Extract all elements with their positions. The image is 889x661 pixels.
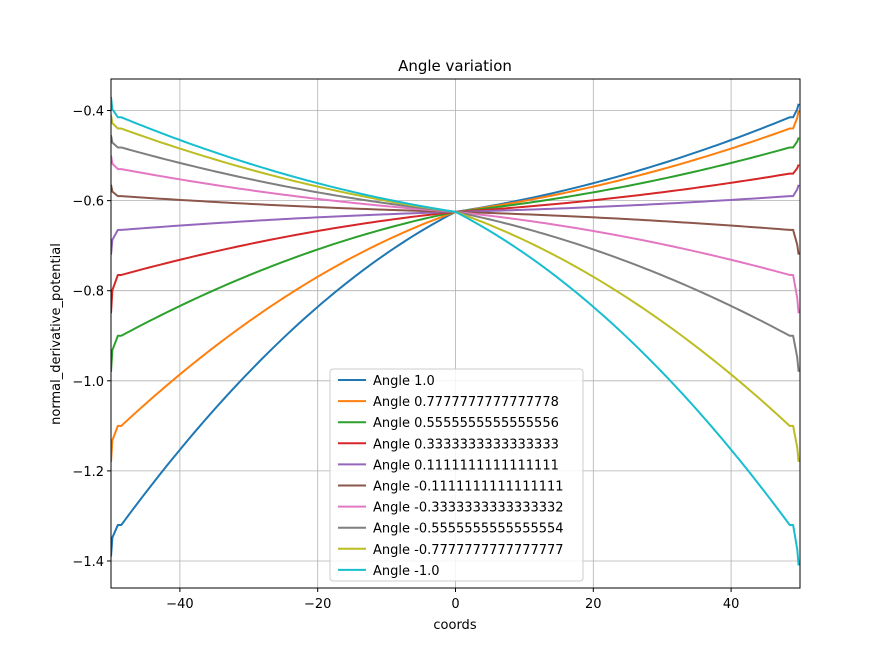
chart-title: Angle variation bbox=[398, 57, 512, 75]
legend-label: Angle -1.0 bbox=[373, 564, 440, 579]
y-tick-label: −0.4 bbox=[72, 105, 104, 120]
legend-label: Angle 0.1111111111111111 bbox=[373, 458, 559, 473]
legend-label: Angle -0.1111111111111111 bbox=[373, 480, 564, 495]
legend-label: Angle 0.3333333333333333 bbox=[373, 437, 559, 452]
x-tick-label: −40 bbox=[166, 597, 193, 612]
y-tick-label: −1.2 bbox=[72, 465, 104, 480]
y-tick-label: −0.8 bbox=[72, 285, 104, 300]
series-line-9 bbox=[111, 96, 800, 566]
x-tick-label: 20 bbox=[585, 597, 602, 612]
legend-label: Angle 1.0 bbox=[373, 374, 435, 389]
x-tick-label: 0 bbox=[451, 597, 459, 612]
y-axis: −1.4 −1.2 −1.0 −0.8 −0.6 −0.4 bbox=[72, 105, 111, 570]
legend: Angle 1.0 Angle 0.7777777777777778 Angle 0… bbox=[329, 368, 584, 582]
series-layer bbox=[111, 96, 800, 566]
y-tick-label: −1.0 bbox=[72, 375, 104, 390]
x-axis: −40 −20 0 20 40 bbox=[166, 588, 739, 612]
grid bbox=[111, 79, 800, 588]
legend-label: Angle 0.7777777777777778 bbox=[373, 395, 559, 410]
y-tick-label: −1.4 bbox=[72, 555, 104, 570]
legend-label: Angle -0.5555555555555554 bbox=[373, 522, 564, 537]
legend-label: Angle -0.3333333333333332 bbox=[373, 501, 564, 516]
legend-label: Angle -0.7777777777777777 bbox=[373, 543, 564, 558]
legend-box bbox=[329, 368, 584, 582]
x-tick-label: 40 bbox=[723, 597, 740, 612]
legend-label: Angle 0.5555555555555556 bbox=[373, 416, 559, 431]
y-tick-label: −0.6 bbox=[72, 195, 104, 210]
x-axis-label: coords bbox=[433, 618, 476, 633]
x-tick-label: −20 bbox=[304, 597, 331, 612]
y-axis-label: normal_derivative_potential bbox=[49, 243, 64, 425]
